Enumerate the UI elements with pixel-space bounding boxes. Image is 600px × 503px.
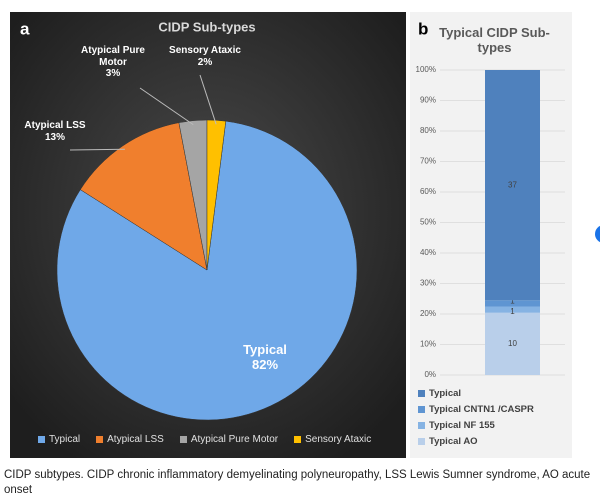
data-label: 1 [510,297,515,306]
category-label: Atypical Pure Motor [81,45,145,68]
category-label: Typical [243,342,287,357]
panel-label: b [418,19,428,38]
pie-slice [80,122,208,271]
chart-title: CIDP Sub-types [158,19,255,34]
data-label: 1 [510,307,515,316]
legend-swatch [418,422,425,429]
y-tick-label: 20% [420,309,436,318]
bar-segment [485,70,540,301]
legend-item: Typical NF 155 [418,420,495,431]
legend-swatch [418,390,425,397]
y-tick-label: 30% [420,279,436,288]
legend-item: Sensory Ataxic [294,434,371,445]
value-label: 3% [105,68,121,79]
legend-label: Typical AO [429,436,478,447]
bar-segment [485,300,540,307]
legend-item: Typical [38,434,80,445]
legend-item: Typical AO [418,436,478,447]
legend-label: Typical [49,434,81,445]
leader-line [69,148,125,151]
side-button[interactable] [595,225,600,243]
caption: CIDP subtypes. CIDP chronic inflammatory… [4,469,591,496]
data-label: Sensory Ataxic 2% [165,45,245,68]
y-tick-label: 0% [424,370,436,379]
y-tick-label: 50% [420,218,436,227]
value-label: 82% [251,356,279,372]
value-label: 2% [197,56,213,68]
legend: Typical Atypical LSS Atypical Pure Motor Se… [38,434,371,445]
legend-label: Typical NF 155 [429,420,495,431]
legend-label: Sensory Ataxic [305,434,372,445]
category-label: Atypical LSS [24,120,86,131]
y-tick-label: 70% [420,157,436,166]
data-label: Atypical LSS 13% [20,120,90,143]
legend-swatch [38,436,45,443]
legend-swatch [179,436,187,443]
legend-swatch [294,436,302,443]
pie-slice [56,120,358,421]
data-label: 37 [508,180,517,189]
legend-item: Atypical LSS [96,434,164,445]
y-tick-label: 60% [420,187,436,196]
leader-line [139,87,194,126]
y-tick-label: 90% [420,96,436,105]
legend-label: Atypical Pure Motor [190,434,279,445]
legend-swatch [418,438,425,445]
y-tick-label: 10% [420,340,436,349]
legend-item: Atypical Pure Motor [179,434,279,445]
legend-swatch [418,406,425,413]
pie-slice [206,119,227,271]
legend-label: Typical [429,388,462,399]
value-label: 13% [44,131,65,143]
data-label: Atypical Pure Motor 3% [78,45,148,80]
legend-swatch [96,436,104,443]
legend-label: Typical CNTN1 /CASPR [429,404,534,415]
category-label: Sensory Ataxic [169,45,241,56]
panel-label: a [20,19,30,38]
legend-item: Typical CNTN1 /CASPR [418,404,534,415]
y-tick-label: 40% [420,248,436,257]
bar-segment [485,306,540,313]
y-tick-label: 100% [416,65,436,74]
bar-segment [485,312,540,375]
legend-label: Atypical LSS [107,434,164,445]
chart-title: Typical CIDP Sub-types [439,25,550,55]
leader-line [199,74,217,125]
y-tick-label: 80% [420,126,436,135]
data-label: 10 [508,339,517,348]
data-label: Typical 82% [225,342,305,373]
legend-item: Typical [418,388,461,399]
